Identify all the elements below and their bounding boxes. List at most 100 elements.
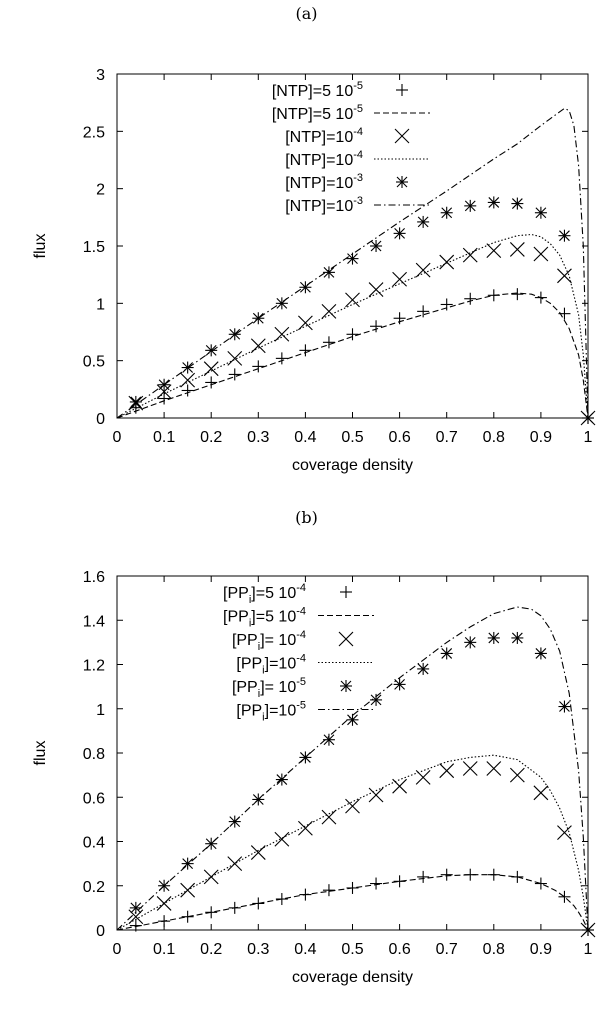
data-point-x [275, 832, 289, 846]
x-tick-label: 0.8 [483, 429, 505, 446]
y-tick-label: 1 [96, 296, 105, 313]
data-point-plus [394, 312, 406, 324]
data-point-x [204, 362, 218, 376]
x-tick-label: 0.3 [247, 429, 269, 446]
panel-label-b: (b) [0, 508, 613, 527]
data-point-plus [370, 320, 382, 332]
data-point-star [488, 632, 500, 644]
y-tick-label: 0 [96, 923, 105, 940]
x-axis-label: coverage density [292, 969, 413, 986]
chart-b: 0 0.1 0.2 0.3 0.4 0.5 0.6 0.7 0.8 0.9 100.20.40.60… [0, 532, 613, 1015]
x-tick-label: 0.7 [436, 941, 458, 958]
series-points-2 [129, 242, 595, 425]
legend-label: [NTP]=5 10-5 [272, 80, 363, 100]
x-tick-label: 0.6 [388, 429, 410, 446]
series-points-4 [130, 196, 594, 424]
series-points-0 [130, 869, 594, 936]
y-tick-label: 0.2 [83, 879, 105, 896]
data-point-plus [182, 384, 194, 396]
y-tick-label: 1.2 [83, 658, 105, 675]
y-tick-label: 0.4 [83, 835, 105, 852]
legend-marker-star [396, 176, 408, 188]
x-axis-label: coverage density [292, 457, 413, 474]
data-point-plus [441, 869, 453, 881]
x-tick-label: 0 [113, 429, 122, 446]
y-tick-label: 0.6 [83, 790, 105, 807]
data-point-star [535, 647, 547, 659]
data-point-star [441, 207, 453, 219]
legend-marker-plus [340, 586, 352, 598]
x-tick-label: 0.5 [341, 429, 363, 446]
data-point-plus [182, 911, 194, 923]
data-point-x [557, 269, 571, 283]
data-point-x [463, 761, 477, 775]
legend-label: [NTP]=10-3 [285, 195, 363, 215]
y-tick-label: 2 [96, 182, 105, 199]
data-point-plus [511, 288, 523, 300]
chart-a: 0 0.1 0.2 0.3 0.4 0.5 0.6 0.7 0.8 0.9 100.511.522.… [0, 28, 613, 503]
x-tick-label: 0.5 [341, 941, 363, 958]
y-tick-label: 0.5 [83, 354, 105, 371]
data-point-star [347, 714, 359, 726]
legend: [NTP]=5 10-5 [NTP]=5 10-5 [NTP]=10-4 [NTP]=… [272, 80, 430, 215]
series-points-0 [130, 288, 594, 424]
x-tick-label: 0.8 [483, 941, 505, 958]
x-tick-label: 0.1 [153, 941, 175, 958]
legend: [PPi]=5 10-4[PPi]=5 10-4[PPi]= 10-4[PPi]… [223, 582, 374, 724]
legend-label: [NTP]=10-4 [285, 126, 363, 146]
data-point-star [158, 379, 170, 391]
legend-label: [PPi]=10-4 [236, 653, 306, 677]
data-point-plus [276, 352, 288, 364]
data-point-plus [464, 293, 476, 305]
data-point-star [130, 396, 142, 408]
data-point-star [370, 694, 382, 706]
series-points-4 [130, 632, 594, 936]
x-tick-label: 0 [113, 941, 122, 958]
data-point-star [252, 312, 264, 324]
legend-marker-star [340, 680, 352, 692]
series-points-2 [129, 761, 595, 937]
x-tick-label: 0.7 [436, 429, 458, 446]
data-point-x [510, 768, 524, 782]
data-point-star [182, 362, 194, 374]
x-tick-label: 1 [584, 429, 593, 446]
data-point-x [487, 761, 501, 775]
data-point-star [370, 240, 382, 252]
x-tick-label: 0.9 [530, 429, 552, 446]
data-point-star [417, 663, 429, 675]
data-point-star [558, 701, 570, 713]
data-point-x [487, 244, 501, 258]
x-tick-label: 0.3 [247, 941, 269, 958]
data-point-star [558, 230, 570, 242]
series-line-1 [117, 293, 588, 418]
data-point-x [251, 339, 265, 353]
y-axis-label: flux [32, 741, 49, 766]
data-point-x [322, 810, 336, 824]
y-tick-label: 1.5 [83, 239, 105, 256]
x-tick-label: 0.2 [200, 429, 222, 446]
data-point-star [441, 647, 453, 659]
data-point-x [298, 316, 312, 330]
data-point-x [228, 351, 242, 365]
legend-marker-x [339, 632, 353, 646]
data-point-star [488, 196, 500, 208]
data-point-x [534, 786, 548, 800]
data-point-x [204, 870, 218, 884]
legend-label: [NTP]=10-3 [285, 172, 363, 192]
data-point-star [205, 344, 217, 356]
x-tick-label: 0.4 [294, 429, 316, 446]
data-point-x [557, 826, 571, 840]
y-tick-label: 1 [96, 702, 105, 719]
data-point-x [322, 304, 336, 318]
data-point-x [416, 263, 430, 277]
data-point-plus [535, 878, 547, 890]
data-point-x [346, 799, 360, 813]
data-point-x [510, 242, 524, 256]
data-point-star [394, 227, 406, 239]
legend-label: [PPi]=5 10-4 [223, 582, 306, 606]
y-tick-label: 3 [96, 67, 105, 84]
data-point-star [535, 207, 547, 219]
data-point-x [440, 255, 454, 269]
data-point-star [464, 636, 476, 648]
y-tick-label: 0 [96, 411, 105, 428]
